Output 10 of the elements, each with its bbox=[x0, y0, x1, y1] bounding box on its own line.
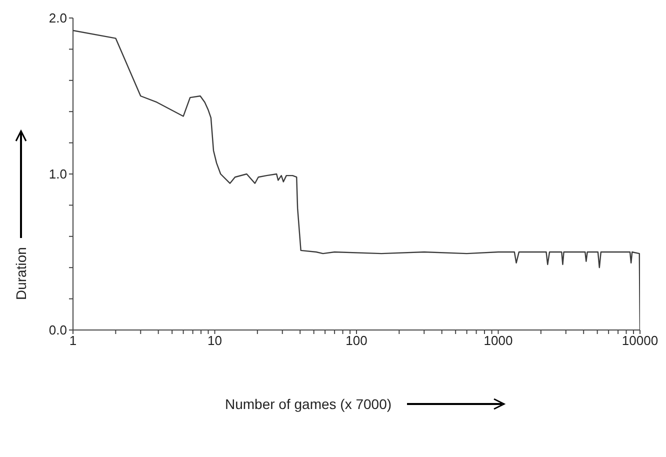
x-tick-label: 10 bbox=[208, 333, 222, 348]
x-tick-label: 1 bbox=[69, 333, 77, 348]
x-axis-title: Number of games (x 7000) bbox=[225, 396, 392, 412]
y-axis-title: Duration bbox=[13, 247, 29, 300]
y-tick-label: 1.0 bbox=[48, 166, 67, 182]
y-tick-label: 2.0 bbox=[48, 10, 67, 26]
y-tick-label: 0.0 bbox=[48, 322, 67, 338]
x-tick-label: 1000 bbox=[484, 333, 513, 348]
x-tick-label: 10000 bbox=[622, 333, 658, 348]
x-tick-label: 100 bbox=[346, 333, 368, 348]
